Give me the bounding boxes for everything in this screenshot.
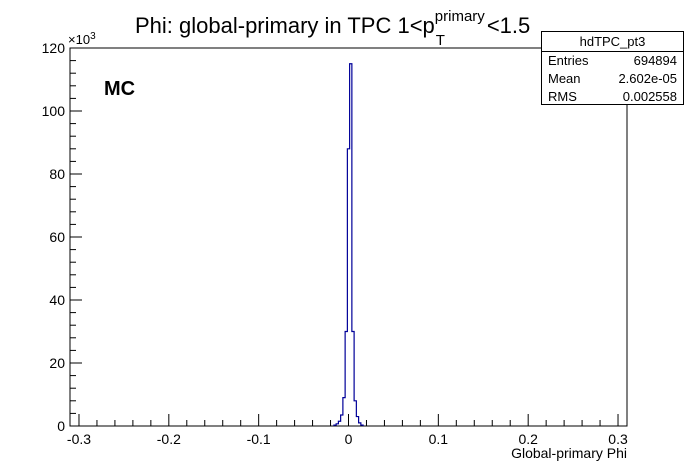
chart-title-subscript: T xyxy=(436,32,445,49)
stats-row-mean: Mean 2.602e-05 xyxy=(542,70,683,88)
y-tick-label: 120 xyxy=(42,40,66,56)
x-tick-label: -0.2 xyxy=(157,431,181,447)
y-tick-label: 80 xyxy=(49,166,65,182)
x-axis-label: Global-primary Phi xyxy=(511,445,627,461)
stats-label-mean: Mean xyxy=(548,71,581,86)
stats-value-rms: 0.002558 xyxy=(622,89,677,104)
y-tick-label: 0 xyxy=(57,418,65,434)
mc-annotation: MC xyxy=(104,78,135,100)
x-tick-label: -0.1 xyxy=(247,431,271,447)
y-tick-label: 20 xyxy=(49,355,65,371)
y-multiplier: ×103 xyxy=(68,31,96,47)
y-tick-label: 40 xyxy=(49,292,65,308)
x-tick-label: 0.1 xyxy=(429,431,449,447)
stats-box: hdTPC_pt3 Entries 694894 Mean 2.602e-05 … xyxy=(541,31,684,105)
stats-row-rms: RMS 0.002558 xyxy=(542,88,683,106)
histogram-outline xyxy=(333,63,364,426)
stats-value-mean: 2.602e-05 xyxy=(618,71,677,86)
stats-label-rms: RMS xyxy=(548,89,577,104)
x-tick-label: -0.3 xyxy=(67,431,91,447)
y-tick-label: 100 xyxy=(42,103,66,119)
stats-row-entries: Entries 694894 xyxy=(542,52,683,70)
x-tick-label: 0.3 xyxy=(608,431,628,447)
chart-title-suffix: <1.5 xyxy=(487,13,530,38)
x-tick-label: 0.2 xyxy=(518,431,538,447)
x-tick-label: 0 xyxy=(345,431,353,447)
stats-value-entries: 694894 xyxy=(633,53,677,68)
y-tick-label: 60 xyxy=(49,229,65,245)
stats-label-entries: Entries xyxy=(548,53,589,68)
stats-title: hdTPC_pt3 xyxy=(542,32,683,52)
chart-title: Phi: global-primary in TPC 1<pprimary xyxy=(135,8,485,38)
